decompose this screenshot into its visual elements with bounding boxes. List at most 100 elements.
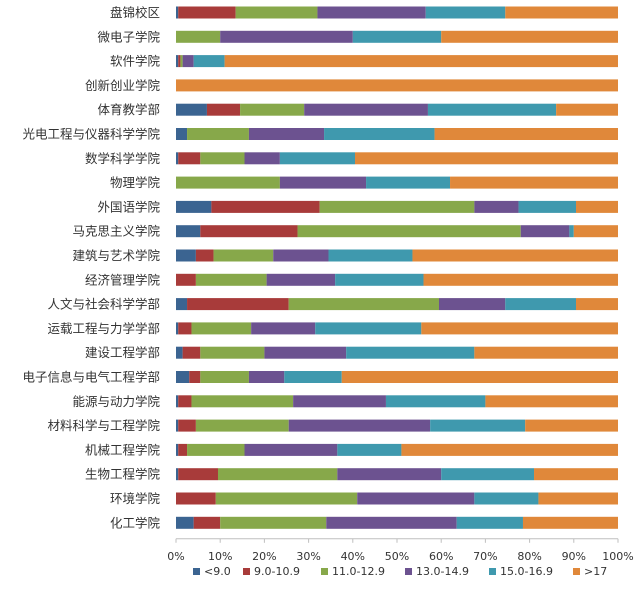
bar-segment-row1-series5	[441, 30, 618, 43]
bar-segment-row11-series3	[266, 273, 336, 286]
bar-segment-row16-series2	[191, 395, 294, 408]
bar-segment-row20-series3	[357, 492, 475, 505]
bar-segment-row9-series2	[297, 225, 521, 238]
category-label: 人文与社会科学学部	[47, 297, 160, 312]
bar-segment-row13-series4	[315, 322, 422, 335]
bar-segment-row14-series2	[200, 346, 265, 359]
bar-segment-row20-series2	[215, 492, 358, 505]
bar-segment-row17-series0	[176, 419, 179, 432]
category-label: 创新创业学院	[85, 78, 161, 93]
bar-segment-row20-series1	[176, 492, 216, 505]
bar-segment-row12-series2	[288, 298, 439, 311]
bar-segment-row19-series3	[337, 468, 442, 481]
bar-segment-row17-series4	[430, 419, 526, 432]
bar-segment-row21-series3	[326, 516, 457, 529]
bar-segment-row0-series4	[425, 6, 506, 19]
bar-segment-row8-series5	[576, 200, 618, 213]
bar-segment-row16-series0	[176, 395, 179, 408]
bar-segment-row2-series2	[180, 55, 183, 68]
category-label: 机械工程学院	[85, 442, 161, 457]
category-label: 外国语学院	[97, 199, 160, 214]
bar-segment-row5-series5	[434, 128, 618, 140]
bar-segment-row14-series4	[346, 346, 475, 359]
x-tick-label: 80%	[517, 550, 541, 563]
bar-segment-row4-series2	[240, 103, 305, 116]
category-label: 光电工程与仪器科学学院	[22, 127, 160, 142]
bar-segment-row21-series4	[456, 516, 523, 529]
bar-segment-row0-series5	[505, 6, 618, 19]
category-label: 软件学院	[110, 54, 161, 69]
bar-segment-row4-series3	[304, 103, 428, 116]
bar-segment-row2-series3	[182, 55, 194, 68]
bar-segment-row14-series3	[264, 346, 347, 359]
legend-label: 11.0-12.9	[332, 565, 385, 578]
category-label: 数学科学学院	[85, 151, 161, 166]
legend-label: 9.0-10.9	[254, 565, 300, 578]
bar-segment-row10-series1	[195, 249, 214, 262]
bar-segment-row18-series1	[178, 443, 188, 456]
bar-segment-row14-series1	[182, 346, 201, 359]
category-label: 电子信息与电气工程学部	[22, 370, 160, 385]
category-label: 材料科学与工程学院	[47, 418, 160, 433]
bar-segment-row0-series0	[176, 6, 179, 19]
legend: <9.0 9.0-10.9 11.0-12.9 13.0-14.9 15.0-16.9 >…	[193, 565, 607, 578]
legend-swatch-13-0-14-9	[405, 568, 412, 575]
bar-segment-row14-series0	[176, 346, 183, 359]
bar-segment-row10-series5	[412, 249, 618, 262]
bar-segment-row8-series1	[211, 200, 320, 213]
bar-segment-row16-series4	[385, 395, 486, 408]
bar-segment-row8-series4	[518, 200, 577, 213]
bar-segment-row12-series0	[176, 298, 188, 311]
x-tick-label: 100%	[602, 550, 633, 563]
bar-segment-row12-series1	[187, 298, 289, 311]
bar-segment-row15-series5	[341, 371, 618, 383]
x-axis-ticks: 0% 10% 20% 30% 40% 50% 60% 70% 80% 90% 100%	[167, 538, 634, 563]
bar-segment-row18-series4	[337, 443, 402, 456]
bar-segment-row4-series0	[176, 103, 207, 116]
bar-segment-row15-series3	[248, 371, 285, 383]
bar-segment-row4-series4	[427, 103, 557, 116]
bar-segment-row17-series2	[195, 419, 289, 432]
legend-swatch-9-0-10-9	[243, 568, 250, 575]
bar-segment-row9-series4	[569, 225, 574, 238]
bar-segment-row8-series2	[319, 200, 475, 213]
bar-segment-row16-series3	[293, 395, 386, 408]
bar-segment-row7-series2	[176, 176, 280, 189]
bar-segment-row0-series2	[235, 6, 318, 19]
bar-segment-row5-series0	[176, 128, 188, 140]
bar-segment-row20-series4	[474, 492, 539, 505]
bar-segment-row9-series0	[176, 225, 201, 238]
bar-segment-row7-series5	[450, 176, 618, 189]
bar-segment-row11-series1	[176, 273, 196, 286]
bar-segment-row17-series1	[178, 419, 196, 432]
bar-segment-row0-series1	[178, 6, 236, 19]
category-label: 生物工程学院	[85, 467, 161, 482]
bar-segment-row18-series3	[244, 443, 338, 456]
bar-segment-row13-series0	[176, 322, 179, 335]
bar-segment-row11-series5	[423, 273, 618, 286]
bar-segment-row9-series1	[200, 225, 298, 238]
legend-swatch-15-0-16-9	[489, 568, 496, 575]
bar-segment-row21-series2	[220, 516, 327, 529]
bar-segment-row5-series3	[248, 128, 325, 140]
bar-segment-row1-series3	[220, 30, 353, 43]
bar-segment-row6-series0	[176, 152, 179, 165]
bar-segment-row6-series2	[200, 152, 245, 165]
category-label: 化工学院	[110, 515, 161, 530]
bar-segment-row13-series1	[178, 322, 192, 335]
bar-segment-row7-series3	[279, 176, 367, 189]
category-label: 物理学院	[110, 175, 161, 190]
x-tick-label: 30%	[296, 550, 320, 563]
bar-segment-row6-series3	[244, 152, 280, 165]
bar-segment-row2-series4	[193, 55, 225, 68]
category-label: 马克思主义学院	[72, 224, 160, 239]
legend-swatch-11-0-12-9	[321, 568, 328, 575]
bar-segment-row15-series2	[200, 371, 249, 383]
bar-segment-row19-series5	[534, 468, 618, 481]
bar-segment-row19-series2	[217, 468, 338, 481]
bar-segment-row0-series3	[317, 6, 426, 19]
bar-segment-row19-series4	[441, 468, 535, 481]
legend-label: 15.0-16.9	[500, 565, 553, 578]
category-label: 盘锦校区	[110, 5, 160, 20]
